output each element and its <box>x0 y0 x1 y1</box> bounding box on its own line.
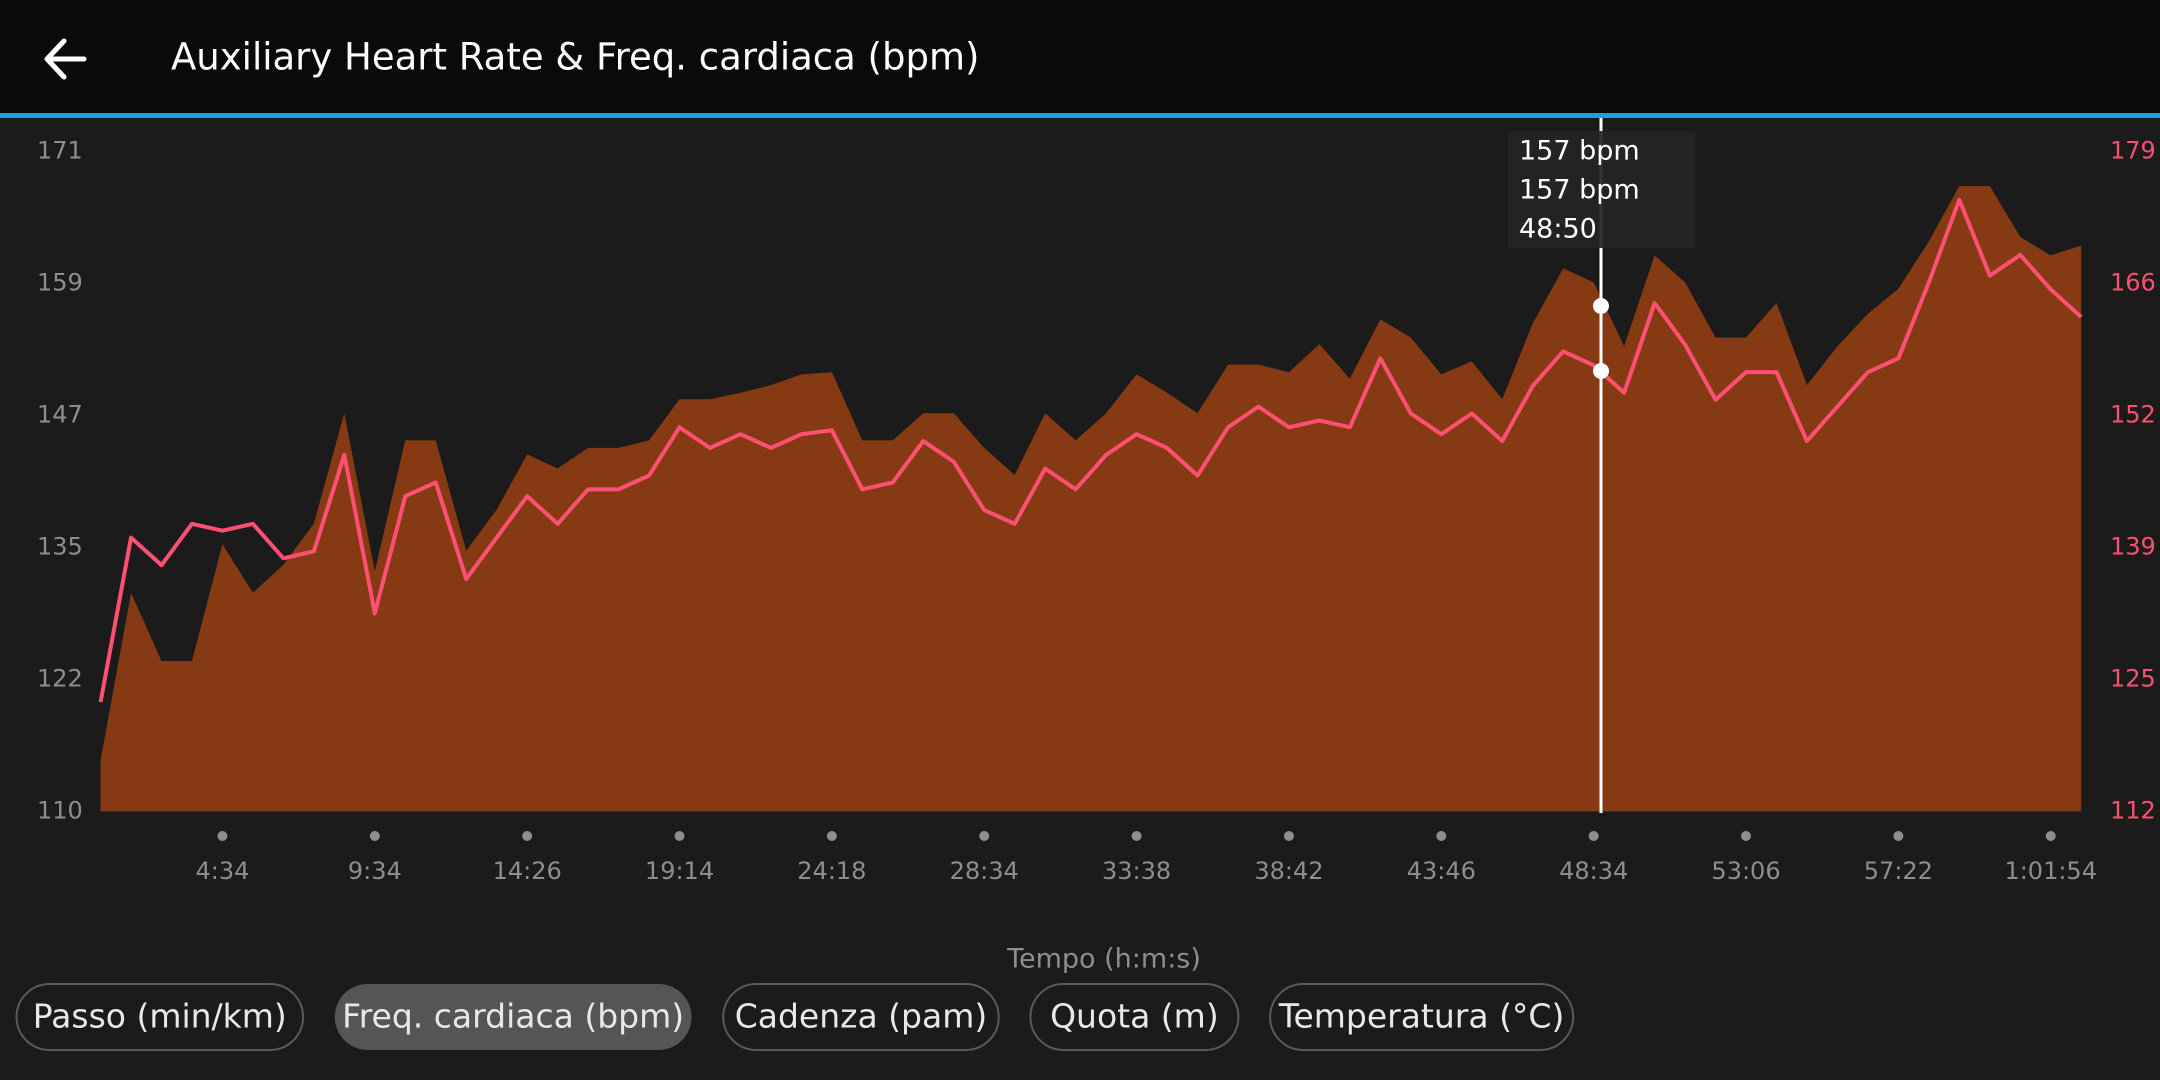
app-bar-accent <box>0 113 2160 118</box>
x-tick-label: 1:01:54 <box>2004 857 2097 885</box>
y2-tick-label: 112 <box>2110 796 2156 824</box>
x-tick-dot <box>674 831 685 841</box>
tab-label[interactable]: Cadenza (pam) <box>735 997 988 1036</box>
back-button[interactable] <box>44 38 87 80</box>
y-tick-label: 122 <box>37 664 83 692</box>
x-tick-dot <box>369 831 380 841</box>
crosshair-dot <box>1593 298 1609 314</box>
y-tick-label: 147 <box>37 400 83 428</box>
x-tick-label: 53:06 <box>1711 857 1780 885</box>
tab-label[interactable]: Quota (m) <box>1050 997 1219 1036</box>
tab-label[interactable]: Passo (min/km) <box>33 997 287 1036</box>
tab[interactable] <box>15 983 305 1051</box>
y-tick-label: 135 <box>37 532 83 560</box>
tooltip-line: 48:50 <box>1519 214 1597 245</box>
x-tick-label: 48:34 <box>1559 857 1628 885</box>
x-axis-title: Tempo (h:m:s) <box>1006 944 1201 975</box>
x-tick-dot <box>522 831 533 841</box>
x-tick-label: 4:34 <box>195 857 249 885</box>
tooltip <box>1508 131 1695 248</box>
x-tick-label: 9:34 <box>348 857 402 885</box>
x-tick-dot <box>1588 831 1599 841</box>
x-tick-dot <box>1893 831 1904 841</box>
x-tick-dot <box>1436 831 1447 841</box>
x-tick-dot <box>979 831 990 841</box>
y2-tick-label: 125 <box>2110 664 2156 692</box>
x-tick-dot <box>2045 831 2056 841</box>
y-tick-label: 110 <box>37 796 83 824</box>
app-bar <box>0 0 2160 113</box>
x-tick-label: 33:38 <box>1102 857 1171 885</box>
y2-tick-label: 179 <box>2110 137 2156 165</box>
x-tick-label: 57:22 <box>1864 857 1933 885</box>
tab[interactable] <box>1029 983 1240 1051</box>
crosshair-dot <box>1593 363 1609 379</box>
tab-label[interactable]: Freq. cardiaca (bpm) <box>342 997 684 1036</box>
x-tick-label: 43:46 <box>1407 857 1476 885</box>
plot: 110 122 135 147 159 171 112 125 139 152 166 179 4:34… <box>37 137 2156 885</box>
tab[interactable] <box>334 984 692 1050</box>
x-tick-dot <box>826 831 837 841</box>
line <box>98 197 2083 703</box>
area <box>100 186 2082 812</box>
x-tick-label: 24:18 <box>797 857 866 885</box>
tab-bar: Passo (min/km) Freq. cardiaca (bpm) Cadenz… <box>15 983 1575 1051</box>
x-tick-dot <box>1131 831 1142 841</box>
y2-tick-label: 139 <box>2110 532 2156 560</box>
x-tick-label: 14:26 <box>493 857 562 885</box>
x-tick-label: 28:34 <box>950 857 1019 885</box>
tab-label[interactable]: Temperatura (°C) <box>1278 997 1564 1036</box>
y2-tick-label: 152 <box>2110 400 2156 428</box>
tooltip-line: 157 bpm <box>1519 136 1640 167</box>
x-tick-dot <box>1741 831 1752 841</box>
y-tick-label: 159 <box>37 269 83 297</box>
x-tick-label: 38:42 <box>1254 857 1323 885</box>
y2-tick-label: 166 <box>2110 269 2156 297</box>
tab[interactable] <box>1269 983 1575 1051</box>
y-tick-label: 171 <box>37 137 83 165</box>
tooltip-line: 157 bpm <box>1519 175 1640 206</box>
tab[interactable] <box>722 983 1000 1051</box>
x-tick-dot <box>217 831 228 841</box>
x-tick-label: 19:14 <box>645 857 714 885</box>
x-tick-dot <box>1283 831 1294 841</box>
screen-title: Auxiliary Heart Rate & Freq. cardiaca (b… <box>171 36 979 79</box>
